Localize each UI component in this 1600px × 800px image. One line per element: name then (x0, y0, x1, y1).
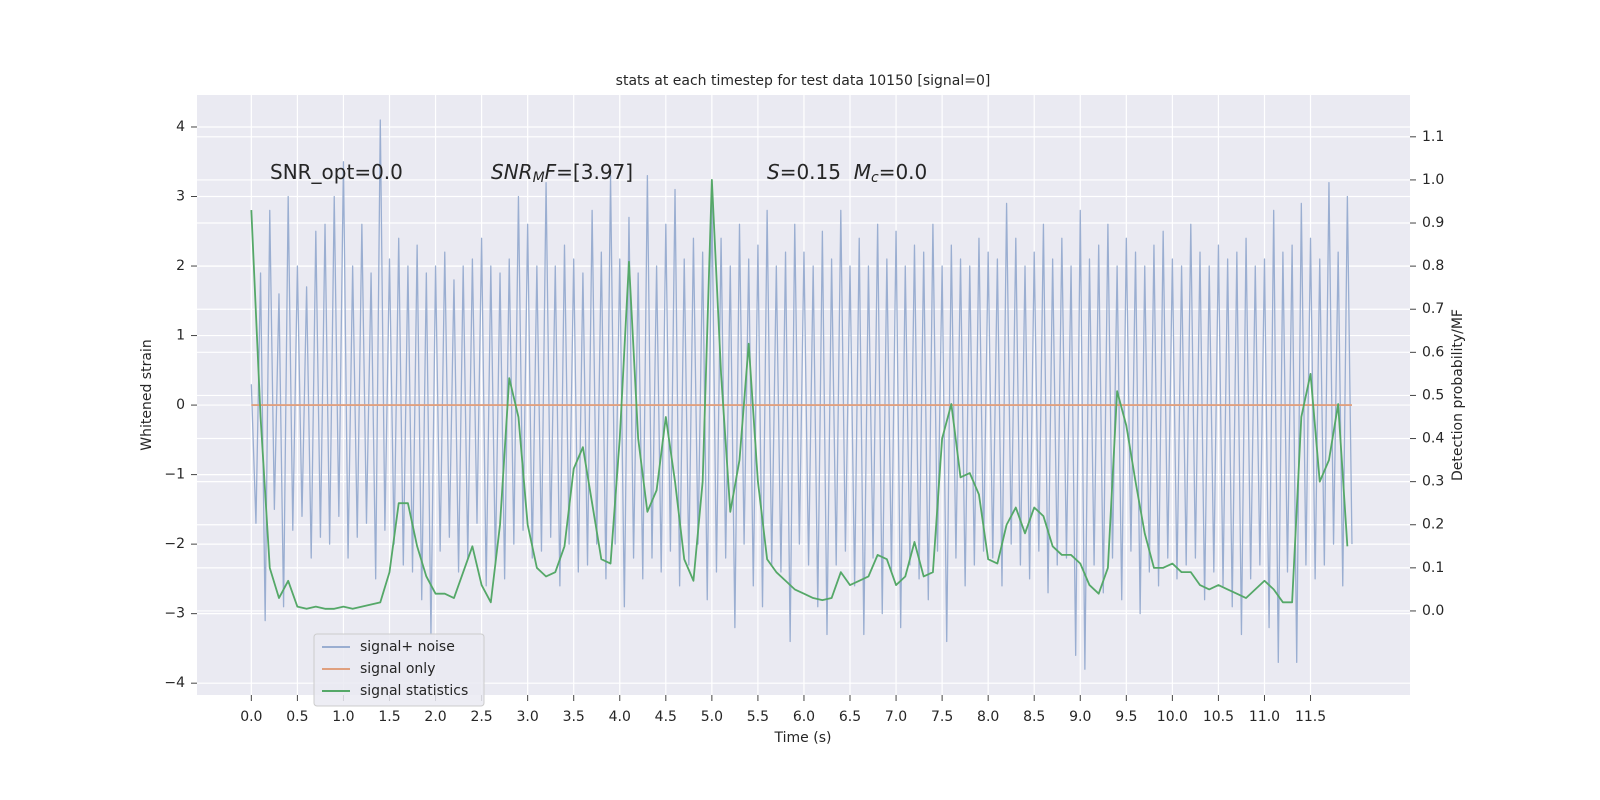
x-tick-label: 9.5 (1115, 709, 1137, 725)
x-tick-label: 5.0 (701, 709, 723, 725)
y2-tick-label: 0.9 (1422, 215, 1444, 231)
x-tick-label: 5.5 (747, 709, 769, 725)
y2-tick-label: 1.1 (1422, 129, 1444, 145)
y-tick-label: 1 (176, 328, 185, 344)
x-tick-label: 6.0 (793, 709, 815, 725)
series-line (250, 119, 1353, 670)
annotation-part: SNR_opt=0.0 (270, 160, 403, 184)
series-line (250, 179, 1349, 610)
annotation: SNRMF=[3.97] (491, 160, 633, 187)
y-tick-label: 0 (176, 397, 185, 413)
chart-title: stats at each timestep for test data 101… (616, 73, 991, 89)
x-tick-label: 2.0 (424, 709, 446, 725)
marks (250, 119, 1353, 670)
y2-tick-label: 0.0 (1422, 603, 1444, 619)
legend-label: signal+ noise (360, 639, 455, 655)
y2-tick-label: 0.4 (1422, 431, 1444, 447)
y2-axis-label: Detection probability/MF (1450, 309, 1466, 481)
y2-tick-label: 0.2 (1422, 517, 1444, 533)
x-tick-label: 8.0 (977, 709, 999, 725)
y2-tick-label: 0.7 (1422, 301, 1444, 317)
y2-tick-label: 0.1 (1422, 560, 1444, 576)
x-tick-label: 7.0 (885, 709, 907, 725)
x-tick-label: 4.5 (655, 709, 677, 725)
x-tick-label: 1.5 (378, 709, 400, 725)
annotation: SNR_opt=0.0 (270, 160, 403, 184)
y2-tick-label: 0.3 (1422, 474, 1444, 490)
x-tick-label: 6.5 (839, 709, 861, 725)
y-tick-label: 4 (176, 119, 185, 135)
x-tick-label: 0.0 (240, 709, 262, 725)
y2-tick-label: 1.0 (1422, 172, 1444, 188)
x-tick-label: 4.0 (609, 709, 631, 725)
x-tick-label: 2.5 (470, 709, 492, 725)
annotation-part: =0.0 (879, 160, 928, 184)
x-tick-label: 3.5 (563, 709, 585, 725)
annotation-part: SNR (491, 160, 533, 184)
annotation-part: =[3.97] (556, 160, 633, 184)
x-tick-label: 8.5 (1023, 709, 1045, 725)
x-tick-label: 0.5 (286, 709, 308, 725)
x-tick-label: 10.0 (1157, 709, 1188, 725)
y2-tick-label: 0.6 (1422, 344, 1444, 360)
y2-tick-label: 0.5 (1422, 387, 1444, 403)
x-axis-label: Time (s) (774, 730, 832, 746)
y-tick-label: 2 (176, 258, 185, 274)
annotation-part: M (533, 170, 545, 186)
legend: signal+ noise signal only signal statistic… (313, 633, 485, 707)
y-tick-label: −2 (164, 536, 185, 552)
legend-box (313, 633, 485, 707)
annotation-part: M (854, 160, 871, 184)
y-tick-label: 3 (176, 189, 185, 205)
legend-label: signal only (360, 661, 435, 677)
x-tick-label: 7.5 (931, 709, 953, 725)
x-tick-label: 1.0 (332, 709, 354, 725)
foreground: 0.0 0.5 1.0 1.5 2.0 2.5 3.0 3.5 4.0 4.5 5.0 5.5 6.0 6… (164, 119, 1444, 725)
y2-tick-label: 0.8 (1422, 258, 1444, 274)
x-tick-label: 3.0 (517, 709, 539, 725)
annotation-part: c (871, 170, 879, 186)
x-tick-label: 10.5 (1203, 709, 1234, 725)
y-axis-label: Whitened strain (139, 339, 155, 450)
y-tick-label: −3 (164, 606, 185, 622)
x-tick-label: 11.0 (1249, 709, 1280, 725)
annotation: S=0.15 Mc=0.0 (767, 160, 927, 187)
x-tick-label: 9.0 (1069, 709, 1091, 725)
x-tick-label: 11.5 (1295, 709, 1326, 725)
legend-label: signal statistics (360, 683, 468, 699)
annotation-part: =0.15 (780, 160, 854, 184)
annotation-part: S (767, 160, 780, 184)
y-tick-label: −4 (164, 675, 185, 691)
annotation-part: F (545, 160, 557, 184)
y-tick-label: −1 (164, 467, 185, 483)
